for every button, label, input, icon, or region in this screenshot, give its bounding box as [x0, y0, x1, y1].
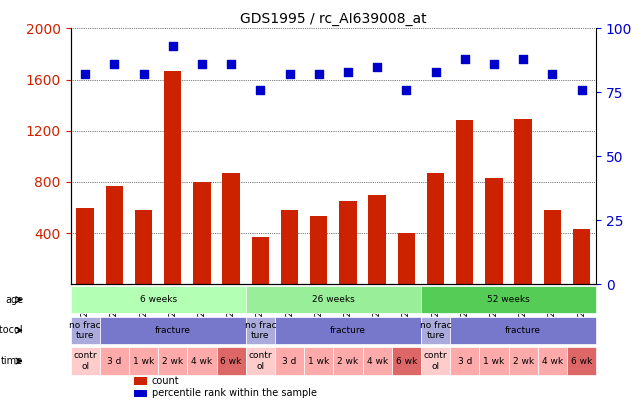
- FancyBboxPatch shape: [392, 347, 421, 375]
- Bar: [133, 377, 147, 385]
- Text: age: age: [5, 295, 23, 305]
- Point: [430, 68, 440, 75]
- Point: [167, 43, 178, 49]
- FancyBboxPatch shape: [421, 347, 450, 375]
- FancyBboxPatch shape: [275, 317, 421, 344]
- Text: time: time: [1, 356, 23, 366]
- Text: 1 wk: 1 wk: [133, 356, 154, 366]
- Point: [489, 61, 499, 67]
- Text: 3 d: 3 d: [458, 356, 472, 366]
- Text: contr
ol: contr ol: [249, 352, 272, 371]
- Text: percentile rank within the sample: percentile rank within the sample: [152, 388, 317, 398]
- Bar: [193, 182, 211, 284]
- Bar: [310, 216, 328, 284]
- FancyBboxPatch shape: [421, 286, 596, 313]
- Title: GDS1995 / rc_AI639008_at: GDS1995 / rc_AI639008_at: [240, 12, 427, 26]
- Bar: [339, 201, 356, 284]
- Bar: [251, 237, 269, 284]
- FancyBboxPatch shape: [333, 347, 363, 375]
- Text: 26 weeks: 26 weeks: [312, 295, 354, 304]
- FancyBboxPatch shape: [246, 286, 421, 313]
- FancyBboxPatch shape: [479, 347, 508, 375]
- Point: [460, 56, 470, 62]
- Text: 2 wk: 2 wk: [337, 356, 358, 366]
- Text: 6 wk: 6 wk: [395, 356, 417, 366]
- Text: 4 wk: 4 wk: [542, 356, 563, 366]
- FancyBboxPatch shape: [217, 347, 246, 375]
- FancyBboxPatch shape: [71, 347, 100, 375]
- Point: [285, 71, 295, 78]
- Text: 6 weeks: 6 weeks: [140, 295, 177, 304]
- FancyBboxPatch shape: [304, 347, 333, 375]
- Text: 2 wk: 2 wk: [513, 356, 534, 366]
- Text: 4 wk: 4 wk: [367, 356, 388, 366]
- Bar: [369, 195, 386, 284]
- Point: [343, 68, 353, 75]
- Point: [313, 71, 324, 78]
- Point: [109, 61, 119, 67]
- Text: fracture: fracture: [505, 326, 541, 335]
- Bar: [573, 229, 590, 284]
- FancyBboxPatch shape: [71, 286, 246, 313]
- Bar: [397, 233, 415, 284]
- FancyBboxPatch shape: [567, 347, 596, 375]
- Text: 2 wk: 2 wk: [162, 356, 183, 366]
- FancyBboxPatch shape: [246, 317, 275, 344]
- Point: [138, 71, 149, 78]
- FancyBboxPatch shape: [421, 317, 450, 344]
- Bar: [106, 186, 123, 284]
- Text: 3 d: 3 d: [282, 356, 297, 366]
- Text: no frac
ture: no frac ture: [244, 321, 276, 340]
- Bar: [456, 120, 474, 284]
- FancyBboxPatch shape: [100, 317, 246, 344]
- Point: [547, 71, 558, 78]
- Text: 6 wk: 6 wk: [221, 356, 242, 366]
- Point: [255, 87, 265, 93]
- Text: fracture: fracture: [330, 326, 366, 335]
- Point: [576, 87, 587, 93]
- FancyBboxPatch shape: [129, 347, 158, 375]
- Point: [518, 56, 528, 62]
- Bar: [135, 210, 153, 284]
- Bar: [281, 210, 298, 284]
- Bar: [222, 173, 240, 284]
- FancyBboxPatch shape: [158, 347, 187, 375]
- Text: 3 d: 3 d: [107, 356, 122, 366]
- Text: no frac
ture: no frac ture: [420, 321, 451, 340]
- Bar: [76, 207, 94, 284]
- Point: [401, 87, 412, 93]
- Text: protocol: protocol: [0, 325, 23, 335]
- Bar: [133, 390, 147, 397]
- Bar: [164, 70, 181, 284]
- Point: [372, 64, 382, 70]
- Bar: [514, 119, 532, 284]
- Point: [197, 61, 207, 67]
- Bar: [544, 210, 561, 284]
- FancyBboxPatch shape: [508, 347, 538, 375]
- Bar: [427, 173, 444, 284]
- Text: contr
ol: contr ol: [424, 352, 447, 371]
- FancyBboxPatch shape: [187, 347, 217, 375]
- FancyBboxPatch shape: [100, 347, 129, 375]
- Text: count: count: [152, 376, 179, 386]
- Text: 1 wk: 1 wk: [483, 356, 504, 366]
- FancyBboxPatch shape: [246, 347, 275, 375]
- Text: fracture: fracture: [154, 326, 191, 335]
- Point: [80, 71, 90, 78]
- Text: contr
ol: contr ol: [73, 352, 97, 371]
- Text: 6 wk: 6 wk: [571, 356, 592, 366]
- Text: 52 weeks: 52 weeks: [487, 295, 530, 304]
- FancyBboxPatch shape: [71, 317, 100, 344]
- Text: 4 wk: 4 wk: [192, 356, 212, 366]
- Text: no frac
ture: no frac ture: [69, 321, 101, 340]
- Point: [226, 61, 237, 67]
- Bar: [485, 178, 503, 284]
- FancyBboxPatch shape: [450, 347, 479, 375]
- FancyBboxPatch shape: [538, 347, 567, 375]
- FancyBboxPatch shape: [450, 317, 596, 344]
- Text: 1 wk: 1 wk: [308, 356, 329, 366]
- FancyBboxPatch shape: [363, 347, 392, 375]
- FancyBboxPatch shape: [275, 347, 304, 375]
